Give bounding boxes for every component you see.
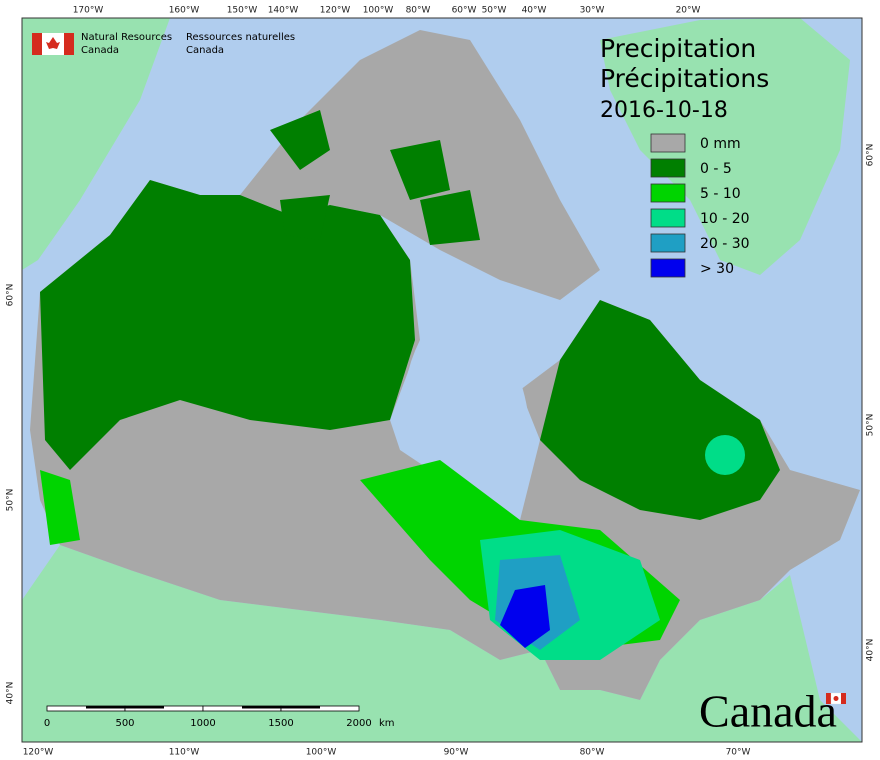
scale-segment — [125, 706, 164, 709]
longitude-label: 120°W — [23, 748, 54, 758]
wordmark-flag — [826, 692, 846, 705]
org-en: Canada — [81, 45, 119, 56]
latitude-label: 40°N — [866, 639, 876, 662]
longitude-label: 120°W — [320, 6, 351, 16]
legend-swatch — [650, 133, 686, 153]
scale-segment — [242, 706, 281, 709]
hudson-bay — [404, 338, 530, 500]
alaska — [22, 18, 170, 270]
scale-bar: 0 500 1000 1500 2000 km — [44, 705, 395, 729]
latitude-label: 60°N — [866, 144, 876, 167]
longitude-label: 20°W — [676, 6, 701, 16]
map-body — [21, 17, 863, 743]
legend-label: 10 - 20 — [700, 211, 750, 227]
scale-label: 1000 — [190, 718, 215, 729]
longitude-label: 110°W — [169, 748, 200, 758]
legend-label: 0 - 5 — [700, 161, 732, 177]
legend: 0 mm 0 - 5 5 - 10 10 - 20 20 - 30 > 30 — [650, 133, 750, 278]
longitude-label: 60°W — [452, 6, 477, 16]
longitude-label: 100°W — [363, 6, 394, 16]
flag-bar — [841, 693, 846, 704]
precip-islands — [270, 110, 480, 245]
scale-label: 1500 — [268, 718, 293, 729]
longitude-label: 90°W — [444, 748, 469, 758]
longitude-label: 80°W — [580, 748, 605, 758]
org-fr: Ressources naturelles — [186, 32, 295, 43]
latitude-label: 50°N — [866, 414, 876, 437]
precip-patch — [705, 435, 745, 475]
scale-segment — [281, 706, 320, 709]
precip-north — [40, 180, 415, 470]
maple-leaf — [833, 696, 839, 701]
flag-bar — [64, 33, 74, 55]
date: 2016-10-18 — [600, 98, 728, 123]
title-fr: Précipitations — [600, 64, 769, 93]
longitude-label: 170°W — [73, 6, 104, 16]
scale-label: 500 — [115, 718, 134, 729]
latitude-label: 40°N — [6, 682, 16, 705]
graticule-labels: 170°W 160°W 150°W 140°W 120°W 100°W 80°W 60°W 50… — [6, 6, 876, 758]
org-fr: Canada — [186, 45, 224, 56]
legend-swatch — [650, 183, 686, 203]
latitude-label: 50°N — [6, 489, 16, 512]
legend-label: 0 mm — [700, 136, 741, 152]
precip-west-coast — [40, 470, 80, 545]
precip-over-30 — [500, 585, 550, 648]
legend-label: > 30 — [700, 261, 734, 277]
greenland — [600, 18, 850, 275]
legend-swatch — [650, 158, 686, 178]
scale-label: 0 — [44, 718, 50, 729]
longitude-label: 80°W — [406, 6, 431, 16]
logo: Natural Resources Canada Ressources natu… — [32, 32, 295, 56]
legend-label: 5 - 10 — [700, 186, 741, 202]
legend-swatch — [650, 233, 686, 253]
longitude-label: 160°W — [169, 6, 200, 16]
legend-label: 20 - 30 — [700, 236, 750, 252]
wordmark: Canada — [699, 686, 837, 737]
longitude-label: 70°W — [726, 748, 751, 758]
flag-bar — [32, 33, 42, 55]
map-frame — [21, 17, 863, 743]
legend-swatch — [650, 208, 686, 228]
latitude-label: 60°N — [6, 284, 16, 307]
flag-bar — [826, 693, 831, 704]
longitude-label: 30°W — [580, 6, 605, 16]
longitude-label: 150°W — [227, 6, 258, 16]
scale-segment — [86, 706, 125, 709]
legend-swatch — [650, 258, 686, 278]
maple-leaf — [46, 37, 60, 49]
longitude-label: 40°W — [522, 6, 547, 16]
title-en: Precipitation — [600, 34, 756, 63]
usa — [22, 545, 862, 742]
scale-unit: km — [379, 718, 395, 729]
longitude-label: 140°W — [268, 6, 299, 16]
scale-label: 2000 — [346, 718, 371, 729]
longitude-label: 100°W — [306, 748, 337, 758]
longitude-label: 50°W — [482, 6, 507, 16]
org-en: Natural Resources — [81, 32, 172, 43]
